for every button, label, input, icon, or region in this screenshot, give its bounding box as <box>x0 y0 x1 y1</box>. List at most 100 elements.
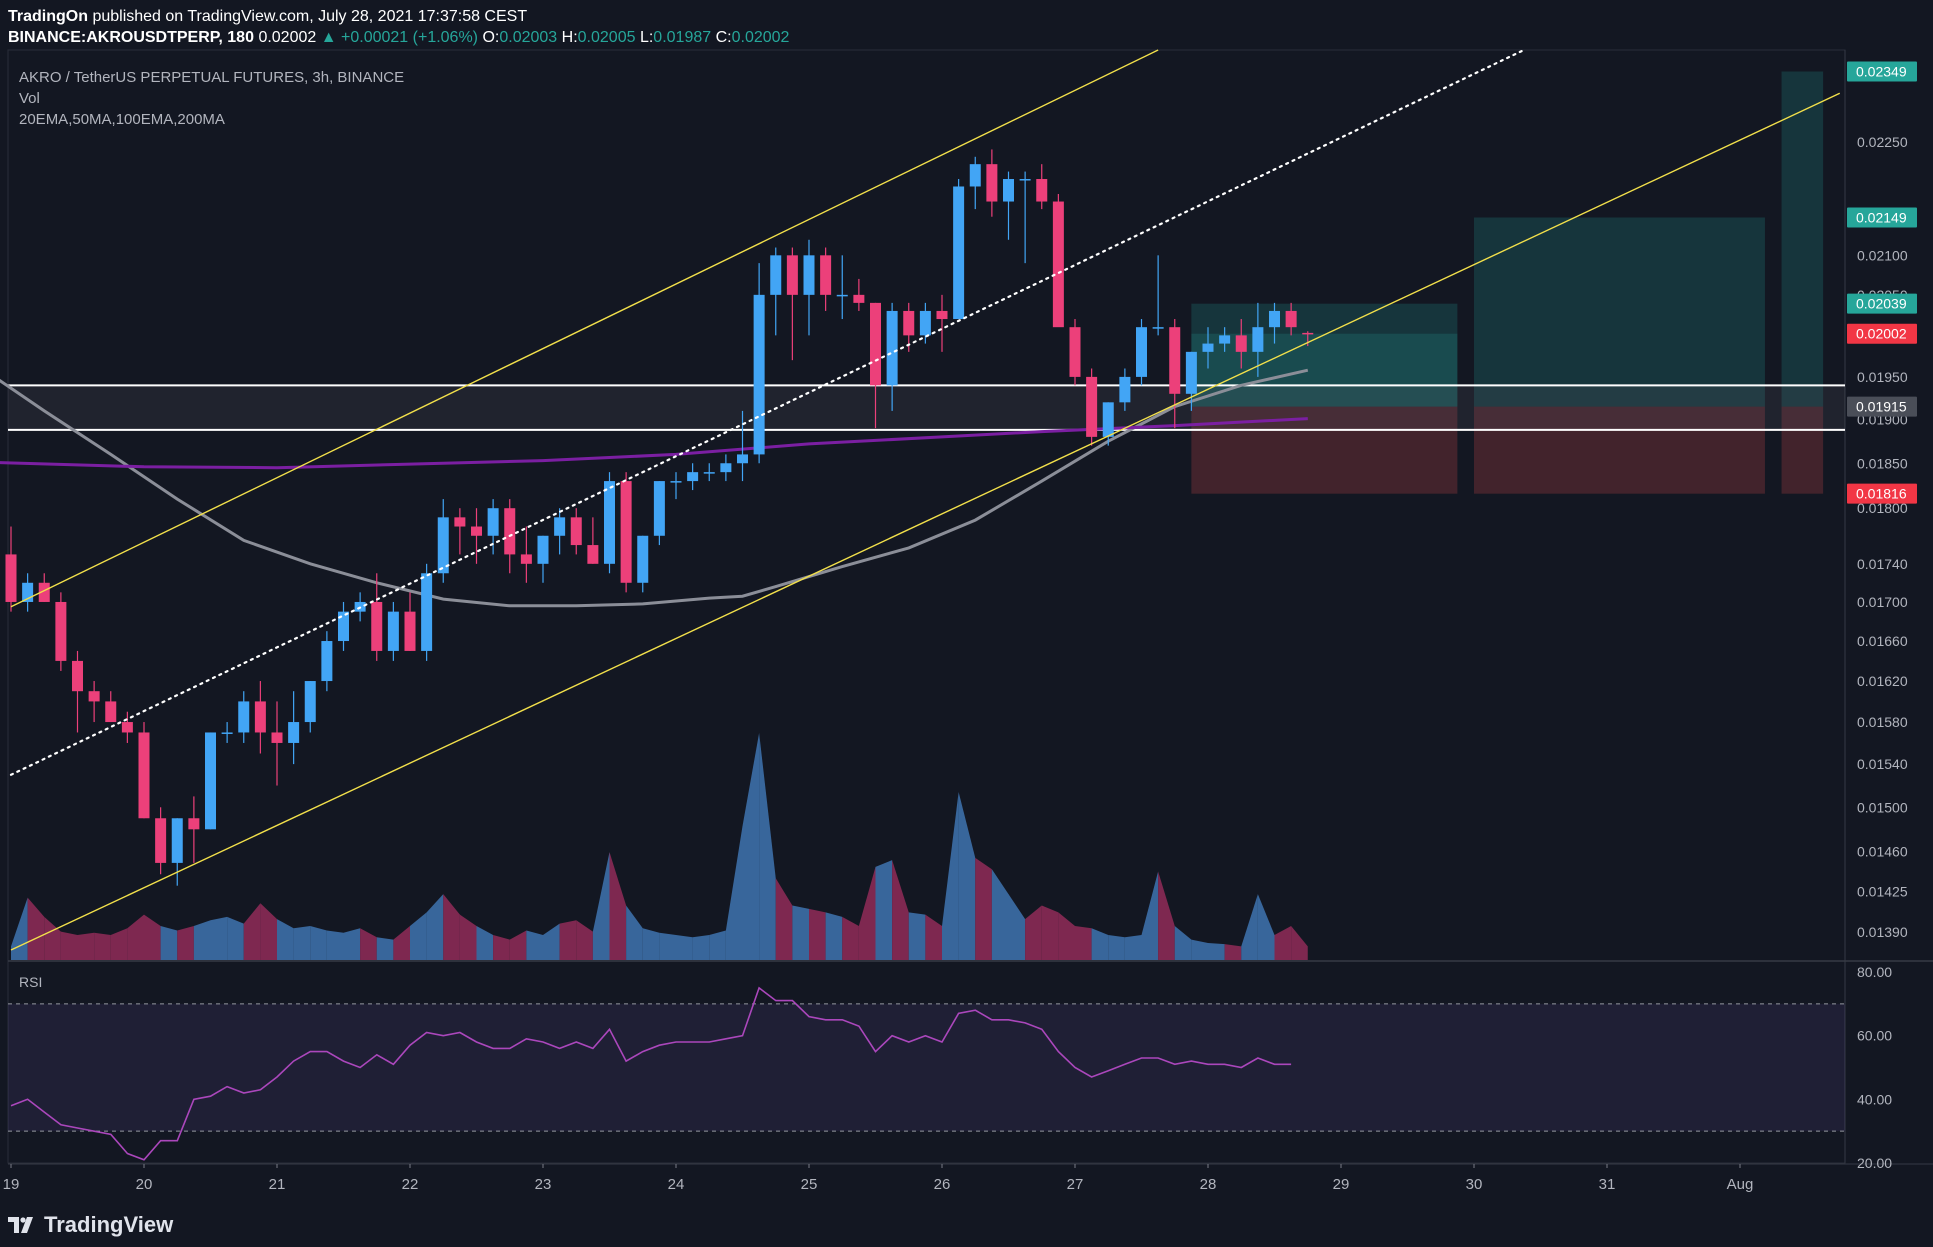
volume-segment <box>393 925 410 960</box>
time-tick-label: 19 <box>3 1176 20 1193</box>
candle-body <box>254 701 266 733</box>
volume-segment <box>692 935 710 960</box>
price-label-text: 0.01915 <box>1856 399 1907 415</box>
time-tick-label: 25 <box>801 1176 818 1193</box>
rsi-tick-label: 20.00 <box>1857 1155 1892 1171</box>
ma-line-50MA <box>0 368 1309 608</box>
candle-body <box>986 164 998 202</box>
volume-segment <box>227 916 244 960</box>
profit-zone <box>1191 303 1458 407</box>
trendline-mid-channel <box>9 48 1525 776</box>
time-axis[interactable]: 19 20 21 22 23 24 25 26 27 28 29 30 31 Aug <box>3 1164 1754 1193</box>
price-tick-label: 0.01800 <box>1857 500 1908 516</box>
volume-segment <box>908 912 926 960</box>
volume-segment <box>875 860 893 960</box>
legend-volume: Vol <box>19 90 40 107</box>
volume-segment <box>792 905 809 960</box>
time-tick-label: 23 <box>535 1176 552 1193</box>
volume-segment <box>825 912 843 960</box>
price-label-tag <box>1847 293 1917 314</box>
volume-segment <box>1224 944 1242 960</box>
candle-body <box>703 472 715 474</box>
candle-body <box>1185 351 1197 394</box>
candle-body <box>105 701 117 723</box>
price-tick-label: 0.01390 <box>1857 924 1908 940</box>
candle-body <box>371 601 383 651</box>
volume-segment <box>1091 928 1109 960</box>
time-tick-label: 24 <box>668 1176 685 1193</box>
volume-segment <box>842 916 859 960</box>
time-tick-label: 31 <box>1599 1176 1616 1193</box>
author-name[interactable]: TradingOn <box>8 8 88 25</box>
volume-segment <box>1075 925 1092 960</box>
profit-zone <box>1781 71 1824 407</box>
price-tick-label: 0.01540 <box>1857 756 1908 772</box>
price-axis[interactable]: 0.022500.021000.020500.019500.019000.018… <box>1847 61 1917 1171</box>
volume-segment <box>44 916 61 960</box>
rsi-tick-label: 80.00 <box>1857 964 1892 980</box>
price-tick-label: 0.01425 <box>1857 883 1908 899</box>
chart-frame <box>7 49 1933 1165</box>
candle-body <box>720 463 732 473</box>
volume-segment <box>1058 912 1075 960</box>
volume-segment <box>742 733 760 960</box>
volume-segment <box>858 866 876 960</box>
candle-body <box>886 310 898 386</box>
candle-body <box>870 302 881 386</box>
open-label: O: <box>482 29 500 46</box>
volume-segment <box>1274 925 1292 960</box>
candle-series[interactable] <box>5 149 1314 886</box>
trendline-upper-channel <box>10 49 1159 608</box>
candle-body <box>171 818 183 863</box>
published-text: published on TradingView.com, July 28, 2… <box>92 8 528 25</box>
price-label-tag <box>1847 207 1917 228</box>
candle-body <box>637 535 649 583</box>
candle-body <box>454 517 466 527</box>
volume-segment <box>892 860 909 960</box>
range-band <box>8 385 1845 430</box>
candle-body <box>1219 335 1231 344</box>
trendlines[interactable] <box>9 48 1841 951</box>
candle-body <box>504 508 516 555</box>
candle-body <box>288 722 300 743</box>
candle-body <box>554 517 566 536</box>
candle-body <box>753 294 765 455</box>
volume-segment <box>626 905 643 960</box>
volume-segment <box>293 925 311 960</box>
volume-segment <box>1141 871 1159 960</box>
loss-zone <box>1474 406 1765 494</box>
price-label-text: 0.02149 <box>1856 209 1907 225</box>
candle-body <box>770 255 782 295</box>
volume-segment <box>410 912 427 960</box>
candle-body <box>687 472 699 482</box>
price-label-tag <box>1847 323 1917 344</box>
price-tick-label: 0.01950 <box>1857 369 1908 385</box>
open-value: 0.02003 <box>499 29 558 46</box>
volume-segment <box>642 928 660 960</box>
price-label-text: 0.02349 <box>1856 64 1907 80</box>
volume-segment <box>27 897 45 960</box>
candle-body <box>670 481 682 483</box>
price-tick-label: 0.01580 <box>1857 714 1908 730</box>
horizontal-levels[interactable] <box>8 384 1845 431</box>
price-tick-label: 0.01460 <box>1857 844 1908 860</box>
legend-rsi: RSI <box>19 974 42 990</box>
candle-body <box>55 601 67 661</box>
volume-segment <box>144 914 161 960</box>
volume-segment <box>1108 935 1125 960</box>
volume-segment <box>243 903 261 960</box>
volume-segment <box>1158 871 1175 960</box>
candle-body <box>188 818 200 830</box>
volume-segment <box>443 894 460 960</box>
volume-segment <box>543 923 560 960</box>
price-tick-label: 0.02100 <box>1857 247 1908 263</box>
candle-body <box>1169 327 1181 394</box>
candle-body <box>138 732 150 819</box>
volume-segment <box>759 733 776 960</box>
price-label-tag <box>1847 483 1917 504</box>
volume-segment <box>360 928 377 960</box>
volume-segment <box>326 930 344 960</box>
candle-body <box>1003 179 1014 202</box>
publisher-line: TradingOn published on TradingView.com, … <box>8 6 789 27</box>
